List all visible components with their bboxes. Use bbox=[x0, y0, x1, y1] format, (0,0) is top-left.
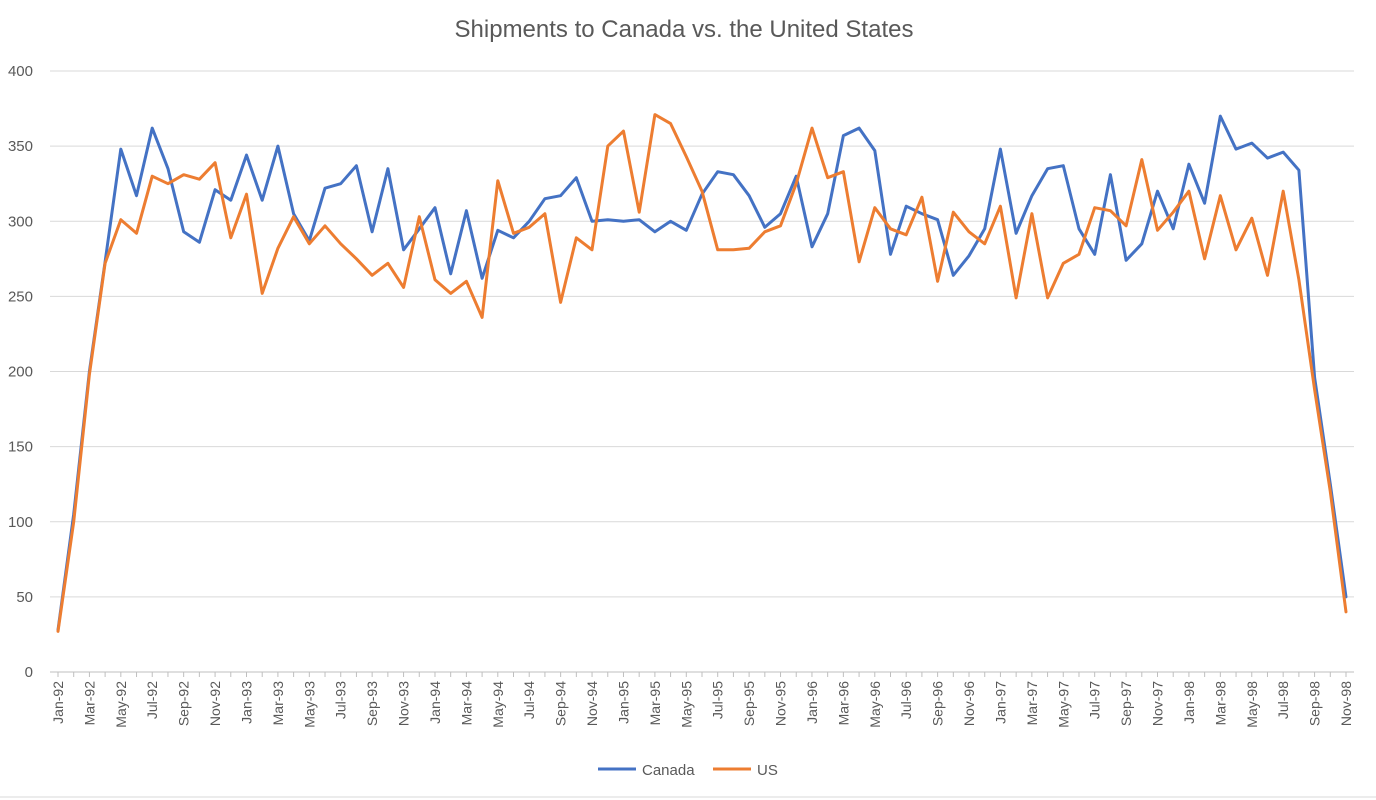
x-tick-label: Jan-94 bbox=[427, 681, 443, 724]
x-tick-label: May-96 bbox=[867, 681, 883, 728]
x-tick-label: Mar-95 bbox=[647, 681, 663, 726]
x-tick-label: Nov-97 bbox=[1150, 681, 1166, 726]
x-tick-label: Mar-92 bbox=[81, 681, 97, 726]
x-tick-label: Jan-95 bbox=[615, 681, 631, 724]
series-lines bbox=[56, 113, 1348, 633]
x-tick-label: Mar-97 bbox=[1024, 681, 1040, 726]
y-tick-label: 200 bbox=[8, 364, 33, 381]
x-tick-label: Nov-93 bbox=[396, 681, 412, 726]
legend: Canada US bbox=[598, 762, 778, 779]
x-tick-label: Jul-92 bbox=[144, 681, 160, 719]
x-tick-label: Jan-96 bbox=[804, 681, 820, 724]
series-line-us bbox=[56, 113, 1348, 633]
x-tick-label: Mar-98 bbox=[1212, 681, 1228, 726]
x-tick-label: Jan-93 bbox=[238, 681, 254, 724]
x-tick-label: May-94 bbox=[490, 681, 506, 728]
x-tick-label: Sep-94 bbox=[553, 681, 569, 726]
x-tick-label: Mar-96 bbox=[835, 681, 851, 726]
x-tick-label: Mar-93 bbox=[270, 681, 286, 726]
x-tick-label: Jan-98 bbox=[1181, 681, 1197, 724]
x-tick-label: Jul-93 bbox=[333, 681, 349, 719]
x-tick-label: Sep-92 bbox=[176, 681, 192, 726]
y-tick-label: 350 bbox=[8, 138, 33, 155]
y-tick-label: 150 bbox=[8, 439, 33, 456]
gridlines bbox=[50, 70, 1354, 677]
chart-title: Shipments to Canada vs. the United State… bbox=[455, 16, 914, 43]
legend-label-canada: Canada bbox=[642, 762, 695, 779]
x-tick-label: Jul-97 bbox=[1087, 681, 1103, 719]
x-axis-tick-labels: Jan-92 Mar-92 May-92 Jul-92 Sep-92 Nov-92 Jan-… bbox=[50, 681, 1354, 728]
x-tick-label: May-92 bbox=[113, 681, 129, 728]
legend-label-us: US bbox=[757, 762, 778, 779]
x-tick-label: May-93 bbox=[301, 681, 317, 728]
x-tick-label: Jul-98 bbox=[1275, 681, 1291, 719]
x-tick-label: Jan-92 bbox=[50, 681, 66, 724]
x-tick-label: Nov-94 bbox=[584, 681, 600, 726]
x-tick-label: Sep-95 bbox=[741, 681, 757, 726]
x-tick-label: Jul-95 bbox=[710, 681, 726, 719]
y-axis-tick-labels: 0 50 100 150 200 250 300 350 400 bbox=[8, 63, 33, 681]
y-tick-label: 400 bbox=[8, 63, 33, 80]
x-tick-label: Jul-96 bbox=[898, 681, 914, 719]
x-tick-label: Nov-95 bbox=[773, 681, 789, 726]
y-tick-label: 300 bbox=[8, 213, 33, 230]
x-tick-label: Jul-94 bbox=[521, 681, 537, 719]
x-tick-label: Mar-94 bbox=[458, 681, 474, 726]
x-tick-label: Sep-97 bbox=[1118, 681, 1134, 726]
y-tick-label: 250 bbox=[8, 288, 33, 305]
x-tick-label: Sep-96 bbox=[930, 681, 946, 726]
y-tick-label: 50 bbox=[16, 589, 33, 606]
x-tick-label: May-98 bbox=[1244, 681, 1260, 728]
x-tick-label: Jan-97 bbox=[992, 681, 1008, 724]
x-tick-label: May-97 bbox=[1055, 681, 1071, 728]
y-tick-label: 0 bbox=[25, 664, 33, 681]
x-tick-label: Sep-98 bbox=[1307, 681, 1323, 726]
y-tick-label: 100 bbox=[8, 514, 33, 531]
x-tick-label: Nov-92 bbox=[207, 681, 223, 726]
x-tick-label: Nov-98 bbox=[1338, 681, 1354, 726]
x-tick-label: May-95 bbox=[678, 681, 694, 728]
x-tick-label: Sep-93 bbox=[364, 681, 380, 726]
x-tick-label: Nov-96 bbox=[961, 681, 977, 726]
